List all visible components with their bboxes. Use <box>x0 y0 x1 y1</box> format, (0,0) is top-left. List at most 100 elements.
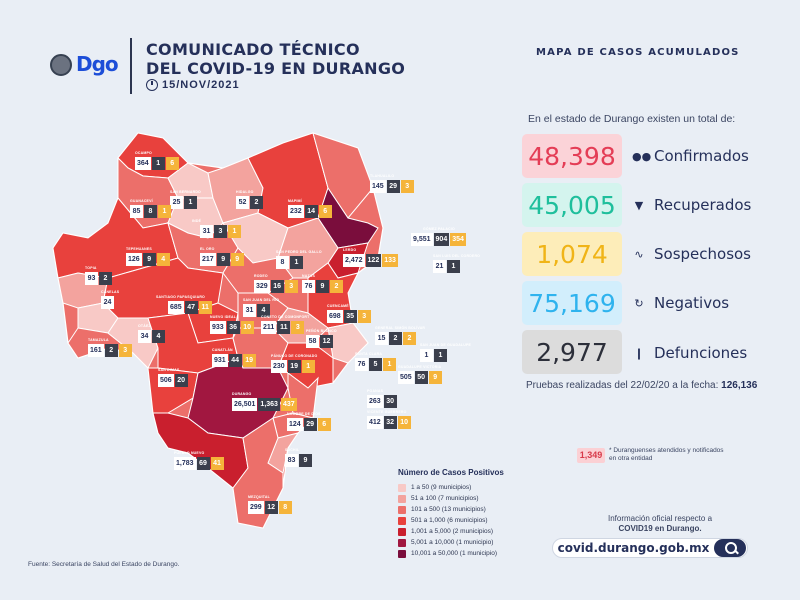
sospechosos-count: 1 <box>158 205 171 218</box>
legend-swatch <box>398 494 406 503</box>
map-title: MAPA DE CASOS ACUMULADOS <box>536 47 740 58</box>
confirmados-count: 58 <box>306 335 319 348</box>
legend-swatch <box>398 483 406 492</box>
municipio-name: EL ORO <box>200 247 215 251</box>
sospechosos-count: 11 <box>198 301 212 314</box>
municipio-badge: 299 12 8 <box>248 501 292 514</box>
municipio-badge: 217 9 9 <box>200 253 244 266</box>
municipio-badge: 76 9 2 <box>302 280 343 293</box>
sospechosos-label: ∿ Sospechosos <box>632 245 751 263</box>
recuperados-count: 29 <box>386 180 400 193</box>
confirmados-count: 126 <box>126 253 142 266</box>
recuperados-count: 12 <box>264 501 278 514</box>
negativos-value: 75,169 <box>522 281 622 325</box>
sospechosos-text: Sospechosos <box>654 245 752 263</box>
municipio-name: PUEBLO NUEVO <box>174 451 205 455</box>
sospechosos-count: 9 <box>428 371 442 384</box>
municipio-name: NAZAS <box>302 274 316 278</box>
recuperados-count: 69 <box>196 457 210 470</box>
confirmados-count: 329 <box>254 280 270 293</box>
municipio-name: SAN JUAN DEL RÍO <box>243 298 280 302</box>
municipio-badge: 126 9 4 <box>126 253 170 266</box>
confirmados-count: 299 <box>248 501 264 514</box>
shield-icon: ▼ <box>634 198 644 212</box>
confirmados-count: 1 <box>420 349 433 362</box>
municipio-badge: 31 3 1 <box>200 225 241 238</box>
municipio-name: MEZQUITAL <box>248 495 270 499</box>
confirmados-count: 124 <box>287 418 303 431</box>
municipio-badge: 2,472 122 133 <box>343 254 398 267</box>
url-link[interactable]: covid.durango.gob.mx <box>557 541 710 555</box>
region-gral-simon-bolivar <box>327 322 369 364</box>
recuperados-count: 1 <box>290 256 303 269</box>
legend-swatch <box>398 538 406 547</box>
search-button[interactable] <box>714 539 746 557</box>
confirmados-count: 21 <box>433 260 446 273</box>
municipio-badge: 24 <box>101 296 114 309</box>
title-line-2: DEL COVID-19 EN DURANGO <box>146 59 406 78</box>
sospechosos-count: 6 <box>318 205 332 218</box>
sospechosos-count: 354 <box>450 233 466 246</box>
confirmados-count: 25 <box>170 196 183 209</box>
sospechosos-count: 41 <box>210 457 224 470</box>
recuperados-value: 45,005 <box>522 183 622 227</box>
confirmados-count: 412 <box>367 416 383 429</box>
ribbon-icon: ❙ <box>634 346 644 360</box>
confirmados-count: 364 <box>135 157 151 170</box>
recuperados-count: 1 <box>447 260 460 273</box>
durango-logo: Dgo <box>50 52 120 78</box>
sospechosos-count: 8 <box>278 501 292 514</box>
confirmados-count: 93 <box>85 272 98 285</box>
sospechosos-value: 1,074 <box>522 232 622 276</box>
recuperados-count: 29 <box>303 418 317 431</box>
recuperados-count: 9 <box>216 253 230 266</box>
recuperados-count: 44 <box>228 354 242 367</box>
recuperados-count: 2 <box>389 332 402 345</box>
municipio-badge: 15 2 2 <box>375 332 416 345</box>
confirmados-count: 211 <box>261 321 277 334</box>
municipio-name: TOPIA <box>85 266 97 270</box>
header-divider <box>130 38 132 94</box>
recuperados-count: 4 <box>152 330 165 343</box>
legend-item: 10,001 a 50,000 (1 municipio) <box>398 548 504 559</box>
recuperados-count: 5 <box>369 358 382 371</box>
confirmados-count: 2,472 <box>343 254 365 267</box>
recuperados-count: 16 <box>270 280 284 293</box>
confirmados-count: 161 <box>88 344 104 357</box>
municipio-name: LERDO <box>343 248 357 252</box>
confirmados-count: 34 <box>138 330 151 343</box>
sospechosos-count: 3 <box>284 280 298 293</box>
municipio-badge: 58 12 <box>306 335 333 348</box>
confirmados-count: 76 <box>302 280 315 293</box>
sospechosos-count: 133 <box>382 254 398 267</box>
municipio-badge: 124 29 6 <box>287 418 331 431</box>
municipio-name: INDÉ <box>192 219 202 223</box>
confirmados-count: 685 <box>168 301 184 314</box>
municipio-badge: 211 11 3 <box>261 321 305 334</box>
municipio-name: GUADALUPE VICTORIA <box>398 365 442 369</box>
municipio-badge: 230 19 1 <box>271 360 315 373</box>
recuperados-count: 2 <box>250 196 263 209</box>
legend-label: 51 a 100 (7 municipios) <box>411 495 479 502</box>
municipio-name: MAPIMÍ <box>288 199 302 203</box>
recuperados-count: 1 <box>434 349 447 362</box>
pruebas-label: Pruebas realizadas del 22/02/20 a la fec… <box>526 380 719 391</box>
sospechosos-count: 3 <box>357 310 371 323</box>
clock-icon <box>146 79 158 91</box>
pruebas-value: 126,136 <box>721 380 758 391</box>
recuperados-count: 8 <box>144 205 157 218</box>
municipio-badge: 412 32 10 <box>367 416 411 429</box>
legend-title: Número de Casos Positivos <box>398 468 504 477</box>
recuperados-count: 2 <box>104 344 118 357</box>
otra-entidad-text: * Duranguenses atendidos y notificados e… <box>609 447 724 462</box>
municipio-name: SANTIAGO PAPASQUIARO <box>156 295 205 299</box>
municipio-badge: 26,501 1,363 437 <box>232 398 297 411</box>
municipio-badge: 31 4 <box>243 304 270 317</box>
recuperados-count: 35 <box>343 310 357 323</box>
confirmados-count: 24 <box>101 296 114 309</box>
info-line-2: COVID19 en Durango. <box>618 524 702 533</box>
region-mezquital <box>232 417 284 529</box>
recuperados-count: 9 <box>316 280 329 293</box>
negativos-label: ↻ Negativos <box>632 294 729 312</box>
url-bar[interactable]: covid.durango.gob.mx <box>552 538 748 558</box>
